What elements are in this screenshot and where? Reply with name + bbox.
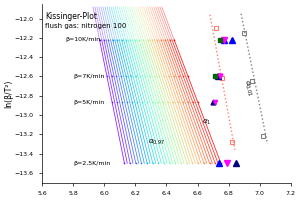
Text: β=5K/min: β=5K/min <box>73 100 104 105</box>
Text: Kissinger-Plot: Kissinger-Plot <box>45 12 97 21</box>
Text: β=10K/min: β=10K/min <box>65 37 101 42</box>
Text: $\alpha_1$: $\alpha_1$ <box>202 118 212 127</box>
Text: $\alpha_{0.01}$: $\alpha_{0.01}$ <box>241 79 254 97</box>
Y-axis label: ln(β/T²): ln(β/T²) <box>4 79 13 108</box>
Text: β=2,5K/min: β=2,5K/min <box>73 161 110 166</box>
Text: flush gas: nitrogen 100: flush gas: nitrogen 100 <box>45 23 127 29</box>
Text: $\alpha_{0.97}$: $\alpha_{0.97}$ <box>148 137 165 147</box>
Text: β=7K/min: β=7K/min <box>73 74 104 79</box>
